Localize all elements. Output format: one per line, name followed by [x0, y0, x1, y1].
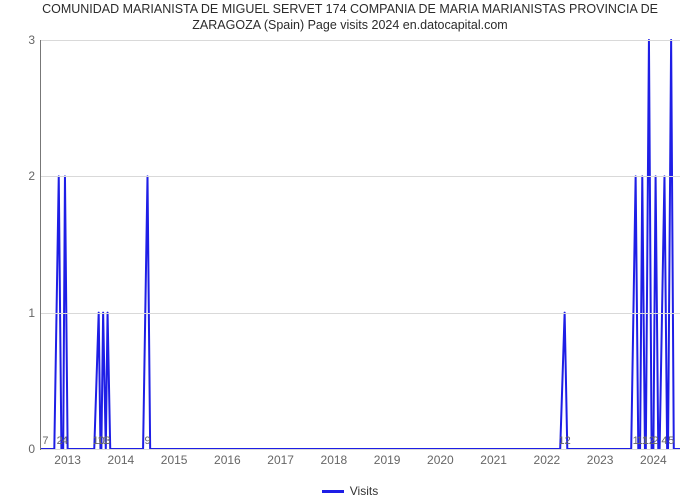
ytick-label: 0: [5, 442, 41, 456]
xtick-year-label: 2022: [534, 449, 561, 467]
xtick-point-label: 4: [62, 435, 68, 447]
visits-chart: COMUNIDAD MARIANISTA DE MIGUEL SERVET 17…: [0, 0, 700, 500]
legend-swatch: [322, 490, 344, 493]
xtick-point-label: 5: [668, 435, 674, 447]
xtick-year-label: 2014: [108, 449, 135, 467]
gridline-h: [41, 176, 680, 177]
ytick-label: 1: [5, 306, 41, 320]
xtick-year-label: 2017: [267, 449, 294, 467]
xtick-year-label: 2015: [161, 449, 188, 467]
legend: Visits: [0, 484, 700, 498]
xtick-year-label: 2018: [321, 449, 348, 467]
xtick-point-label: 3: [105, 435, 111, 447]
xtick-point-label: 9: [144, 435, 150, 447]
chart-title: COMUNIDAD MARIANISTA DE MIGUEL SERVET 17…: [0, 2, 700, 33]
xtick-year-label: 2020: [427, 449, 454, 467]
ytick-label: 2: [5, 169, 41, 183]
gridline-h: [41, 449, 680, 450]
xtick-year-label: 2024: [640, 449, 667, 467]
legend-label: Visits: [350, 484, 378, 498]
plot-area: 0123201320142015201620172018201920202021…: [40, 40, 680, 450]
xtick-year-label: 2013: [54, 449, 81, 467]
visits-line: [41, 40, 680, 449]
gridline-h: [41, 313, 680, 314]
xtick-point-label: 12: [559, 435, 571, 447]
ytick-label: 3: [5, 33, 41, 47]
xtick-year-label: 2016: [214, 449, 241, 467]
xtick-year-label: 2019: [374, 449, 401, 467]
xtick-year-label: 2021: [480, 449, 507, 467]
xtick-year-label: 2023: [587, 449, 614, 467]
xtick-point-label: 2: [653, 435, 659, 447]
xtick-point-label: 4: [661, 435, 667, 447]
gridline-h: [41, 40, 680, 41]
xtick-point-label: 7: [42, 435, 48, 447]
